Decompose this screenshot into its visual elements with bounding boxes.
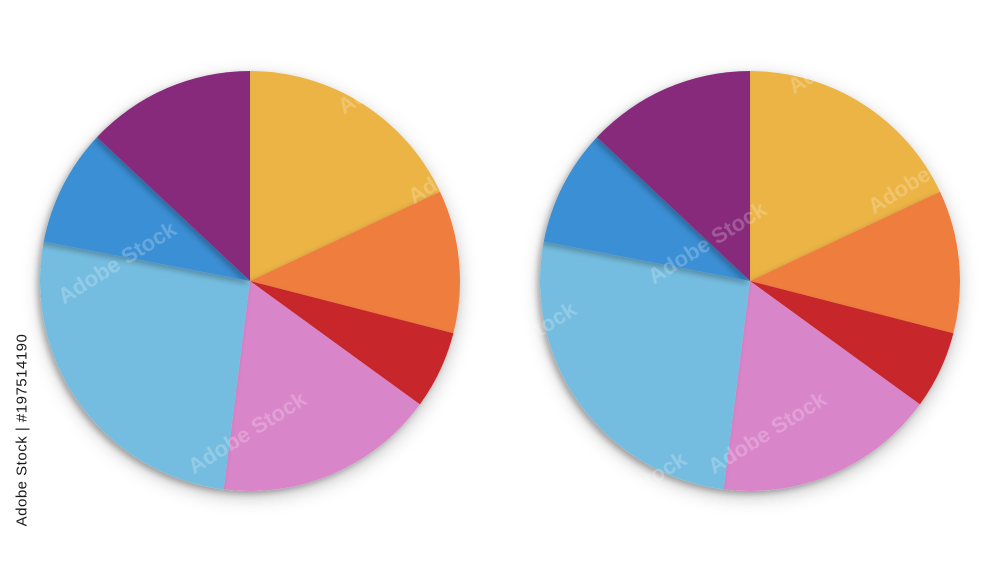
pie-slice-1-2: [750, 281, 954, 405]
pie-slice-1-3: [723, 281, 920, 492]
pie-slice-1-1: [750, 191, 961, 334]
pie-slice-1-6: [596, 71, 750, 281]
pie-slice-0-6: [96, 71, 250, 281]
pie-slice-0-5: [43, 137, 250, 281]
pie-slice-1-0: [750, 71, 941, 281]
pie-slice-0-0: [250, 71, 441, 281]
pie-chart-right: [540, 71, 961, 492]
pie-slice-1-5: [543, 137, 750, 281]
pie-slice-1-4: [540, 241, 750, 490]
pie-charts-canvas: [40, 71, 961, 492]
pie-slice-0-1: [250, 191, 461, 334]
pie-slice-0-2: [250, 281, 454, 405]
pie-slice-0-4: [40, 241, 250, 490]
pie-chart-left: [40, 71, 461, 492]
side-credit-text: Adobe Stock | #197514190: [13, 333, 31, 527]
pie-slice-0-3: [223, 281, 420, 492]
